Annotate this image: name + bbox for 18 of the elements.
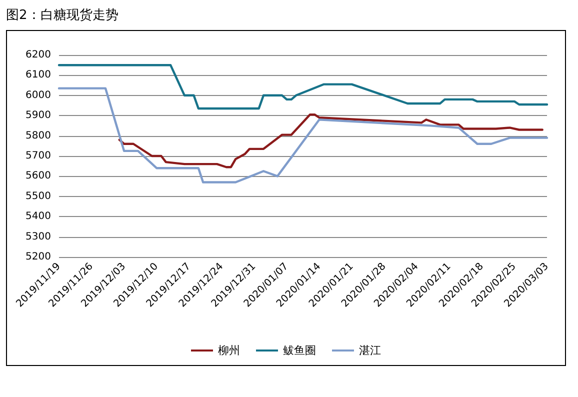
y-tick-label: 5700 — [26, 150, 51, 162]
line-series — [58, 87, 548, 184]
y-tick-label: 5300 — [26, 231, 51, 242]
line-series — [118, 113, 544, 168]
y-tick-label: 5600 — [26, 170, 51, 182]
y-tick-label: 5200 — [26, 252, 51, 262]
legend-label: 湛江 — [359, 344, 381, 357]
y-tick-label: 6000 — [26, 90, 51, 101]
chart-title: 图2：白糖现货走势 — [6, 7, 118, 24]
legend-label: 柳州 — [218, 344, 240, 357]
y-tick-label: 6100 — [26, 70, 51, 81]
y-tick-label: 5900 — [26, 110, 51, 122]
y-tick-label: 5400 — [26, 211, 51, 222]
line-series — [58, 64, 548, 110]
legend-label: 鲅鱼圈 — [283, 344, 316, 357]
y-tick-label: 5800 — [26, 130, 51, 142]
y-tick-label: 6200 — [26, 50, 51, 60]
y-tick-label: 5500 — [26, 190, 51, 202]
